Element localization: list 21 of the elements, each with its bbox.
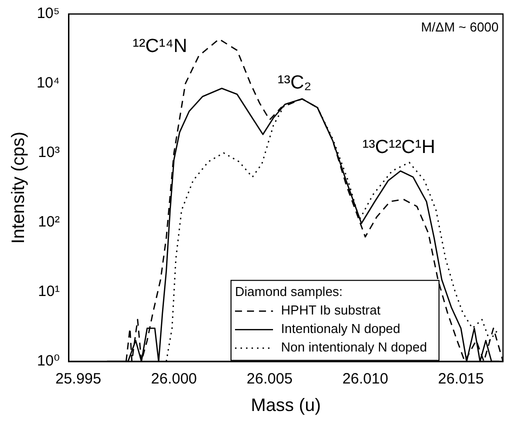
y-tick-label: 10³ — [38, 144, 60, 162]
x-tick-label: 26.015 — [438, 370, 484, 388]
legend-label: Non intentionaly N doped — [281, 340, 428, 355]
y-axis-title: Intensity (cps) — [8, 132, 28, 244]
y-tick-label: 10¹ — [38, 283, 60, 300]
legend-label: Intentionaly N doped — [281, 321, 400, 336]
y-tick-label: 10⁵ — [36, 5, 60, 22]
x-axis-title: Mass (u) — [250, 395, 321, 416]
annotation: ¹²C¹⁴N — [132, 36, 188, 58]
x-tick-label: 26.000 — [151, 370, 197, 388]
annotation: M/ΔM ~ 6000 — [420, 19, 499, 34]
y-tick-label: 10⁰ — [37, 352, 60, 370]
y-tick-label: 10⁴ — [36, 74, 60, 92]
x-tick-label: 25.995 — [55, 370, 102, 388]
annotation: ¹³C₂ — [278, 72, 312, 94]
y-tick-label: 10² — [38, 214, 60, 231]
legend-title: Diamond samples: — [235, 284, 343, 300]
annotation: ¹³C¹²C¹H — [362, 136, 436, 158]
x-tick-label: 26.005 — [246, 370, 293, 388]
legend-label: HPHT Ib substrat — [281, 302, 381, 318]
x-tick-label: 26.010 — [342, 370, 388, 388]
